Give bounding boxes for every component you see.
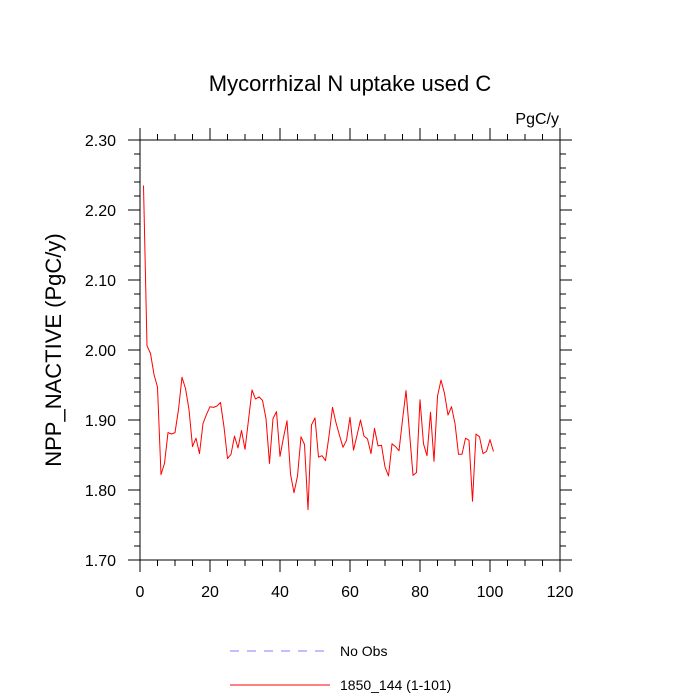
- y-tick-label: 1.70: [85, 553, 116, 570]
- y-axis-label: NPP_NACTIVE (PgC/y): [41, 233, 66, 467]
- y-tick-label: 2.30: [85, 133, 116, 150]
- x-tick-label: 60: [341, 584, 359, 601]
- y-tick-label: 2.10: [85, 273, 116, 290]
- x-tick-label: 100: [477, 584, 504, 601]
- axis-tick-labels: 0 20 40 60 80 100 120 1.70 1.80 1.90 2.00 2.10 2.20 2…: [85, 133, 574, 601]
- series-line: [143, 185, 494, 511]
- x-tick-label: 20: [201, 584, 219, 601]
- y-tick-label: 2.20: [85, 203, 116, 220]
- chart-title: Mycorrhizal N uptake used C: [209, 71, 492, 96]
- axis-ticks: [128, 128, 572, 572]
- x-tick-label: 40: [271, 584, 289, 601]
- x-tick-label: 120: [547, 584, 574, 601]
- x-tick-label: 0: [136, 584, 145, 601]
- legend: No Obs 1850_144 (1-101): [230, 643, 451, 693]
- legend-label-no-obs: No Obs: [340, 643, 387, 659]
- units-label: PgC/y: [515, 111, 559, 128]
- legend-label-1850-144: 1850_144 (1-101): [340, 677, 451, 693]
- y-tick-label: 2.00: [85, 343, 116, 360]
- x-tick-label: 80: [411, 584, 429, 601]
- plot-frame: [139, 139, 561, 561]
- y-tick-label: 1.80: [85, 483, 116, 500]
- y-tick-label: 1.90: [85, 413, 116, 430]
- series-layer: [143, 185, 494, 511]
